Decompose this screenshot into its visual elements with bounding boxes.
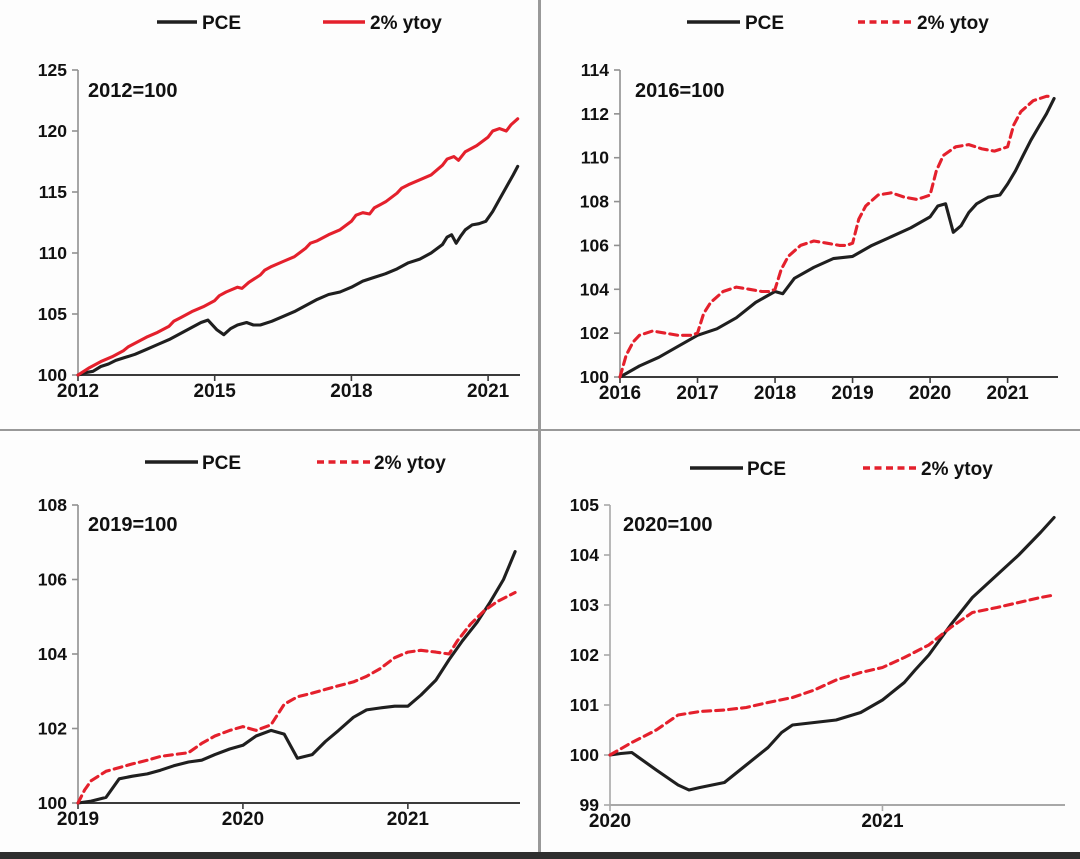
- legend-label: PCE: [745, 13, 784, 34]
- legend-label: PCE: [747, 459, 786, 480]
- base-year-annotation: 2020=100: [623, 514, 713, 536]
- y-tick-label: 101: [570, 695, 599, 715]
- y-tick-label: 105: [38, 304, 67, 324]
- y-tick-label: 115: [39, 182, 67, 202]
- series-line-2-ytoy: [608, 593, 1056, 757]
- series-line-2-ytoy: [76, 117, 520, 377]
- legend-label: PCE: [202, 13, 241, 34]
- x-tick-label: 2019: [57, 809, 99, 830]
- chart-2020-base: 99 100 101 102 103 104 105 2020 2021 2020=100 PCE 2…: [541, 431, 1080, 852]
- y-tick-label: 100: [38, 793, 67, 813]
- legend-label: 2% ytoy: [374, 453, 446, 474]
- base-year-annotation: 2019=100: [88, 514, 178, 536]
- x-tick-label: 2021: [467, 381, 510, 402]
- legend-label: PCE: [202, 453, 241, 474]
- y-tick-label: 106: [38, 570, 67, 590]
- x-tick-label: 2012: [57, 381, 99, 402]
- series-line-2-ytoy: [618, 94, 1055, 379]
- x-tick-label: 2021: [387, 809, 430, 830]
- legend-label: 2% ytoy: [921, 459, 993, 480]
- x-tick-label: 2018: [330, 381, 372, 402]
- y-tick-label: 114: [581, 60, 609, 80]
- y-tick-label: 103: [570, 595, 599, 615]
- y-tick-label: 105: [570, 495, 599, 515]
- y-tick-label: 104: [580, 279, 609, 299]
- chart-2012-base: 100 105 110 115 120 125 2012 2015 2018 2021 2012=1…: [0, 0, 540, 430]
- chart-2016-base: 100 102 104 106 108 110 112 114 2016 2017 2018 2019…: [541, 0, 1080, 430]
- base-year-annotation: 2012=100: [88, 80, 178, 102]
- x-tick-label: 2020: [909, 383, 951, 404]
- series-line-pce: [76, 550, 517, 805]
- series-line-pce: [76, 164, 520, 377]
- x-tick-label: 2018: [754, 383, 796, 404]
- y-tick-label: 99: [580, 795, 600, 815]
- y-tick-label: 104: [570, 545, 599, 565]
- y-tick-label: 110: [581, 148, 609, 168]
- y-tick-label: 110: [39, 243, 67, 263]
- legend-label: 2% ytoy: [370, 13, 442, 34]
- y-tick-label: 102: [38, 719, 67, 739]
- series-line-pce: [608, 515, 1056, 792]
- legend-label: 2% ytoy: [917, 13, 989, 34]
- x-tick-label: 2016: [599, 383, 641, 404]
- chart-2019-base-svg: 100 102 104 106 108 2019 2020 2021 2019=100 PCE 2%…: [38, 453, 520, 830]
- y-tick-label: 112: [581, 104, 609, 124]
- chart-2012-base-svg: 100 105 110 115 120 125 2012 2015 2018 2021 2012=1…: [38, 13, 520, 402]
- chart-2020-base-svg: 99 100 101 102 103 104 105 2020 2021 2020=100 PCE 2…: [570, 459, 1065, 832]
- y-tick-label: 108: [580, 192, 609, 212]
- y-tick-label: 100: [570, 745, 599, 765]
- x-tick-label: 2020: [222, 809, 264, 830]
- series-line-2-ytoy: [76, 590, 517, 805]
- bottom-border-bar: [0, 852, 1080, 859]
- x-tick-label: 2017: [676, 383, 718, 404]
- y-tick-label: 104: [38, 644, 67, 664]
- series-line-pce: [618, 96, 1056, 379]
- y-tick-label: 100: [38, 365, 67, 385]
- base-year-annotation: 2016=100: [635, 80, 725, 102]
- x-tick-label: 2021: [986, 383, 1029, 404]
- x-tick-label: 2019: [831, 383, 873, 404]
- chart-2019-base: 100 102 104 106 108 2019 2020 2021 2019=100 PCE 2%…: [0, 431, 540, 852]
- chart-2016-base-svg: 100 102 104 106 108 110 112 114 2016 2017 2018 2019…: [580, 13, 1058, 404]
- x-tick-label: 2015: [194, 381, 237, 402]
- y-tick-label: 106: [580, 235, 609, 255]
- x-tick-label: 2020: [589, 811, 631, 832]
- y-tick-label: 100: [580, 367, 609, 387]
- horizontal-divider: [0, 429, 1080, 431]
- y-tick-label: 125: [38, 60, 67, 80]
- x-tick-label: 2021: [861, 811, 904, 832]
- y-tick-label: 102: [570, 645, 599, 665]
- y-tick-label: 102: [580, 323, 609, 343]
- y-tick-label: 120: [38, 121, 67, 141]
- vertical-divider: [538, 0, 541, 852]
- y-tick-label: 108: [38, 495, 67, 515]
